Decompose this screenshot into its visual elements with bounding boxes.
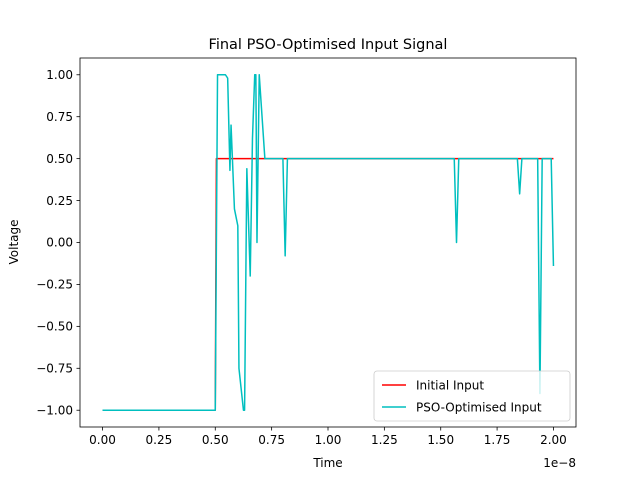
x-tick-label: 0.50 <box>202 433 229 447</box>
x-tick-label: 0.75 <box>258 433 285 447</box>
x-tick-label: 1.75 <box>484 433 511 447</box>
x-axis-label: Time <box>312 456 342 470</box>
y-tick-label: −1.00 <box>36 403 73 417</box>
y-tick-label: 1.00 <box>46 68 73 82</box>
y-tick-label: −0.75 <box>36 361 73 375</box>
x-tick-label: 1.00 <box>315 433 342 447</box>
x-tick-label: 0.00 <box>89 433 116 447</box>
plot-area <box>79 57 577 428</box>
legend-label-1: Initial Input <box>416 378 484 392</box>
y-tick-label: 0.25 <box>46 194 73 208</box>
y-tick-label: 0.50 <box>46 152 73 166</box>
x-axis: 0.00 0.25 0.50 0.75 1.00 1.25 1.50 1.75 2.00 <box>89 427 567 447</box>
plot-background <box>80 58 576 427</box>
x-tick-label: 1.50 <box>427 433 454 447</box>
y-axis: −1.00 −0.75 −0.50 −0.25 0.00 0.25 0.50 0.75 1.00 <box>36 68 80 417</box>
y-tick-label: 0.00 <box>46 236 73 250</box>
series-line-2 <box>102 74 555 411</box>
x-axis-offset-text: 1e−8 <box>543 456 576 470</box>
x-tick-label: 2.00 <box>540 433 567 447</box>
y-axis-label: Voltage <box>7 219 21 264</box>
legend-box <box>373 370 571 422</box>
chart-title: Final PSO-Optimised Input Signal <box>209 37 448 53</box>
x-tick-label: 1.25 <box>371 433 398 447</box>
y-tick-label: −0.50 <box>36 320 73 334</box>
series-layer <box>102 74 555 411</box>
x-tick-label: 0.25 <box>146 433 173 447</box>
y-tick-label: 0.75 <box>46 110 73 124</box>
legend: Initial Input PSO-Optimised Input <box>373 370 571 422</box>
y-tick-label: −0.25 <box>36 278 73 292</box>
legend-label-2: PSO-Optimised Input <box>416 400 542 414</box>
